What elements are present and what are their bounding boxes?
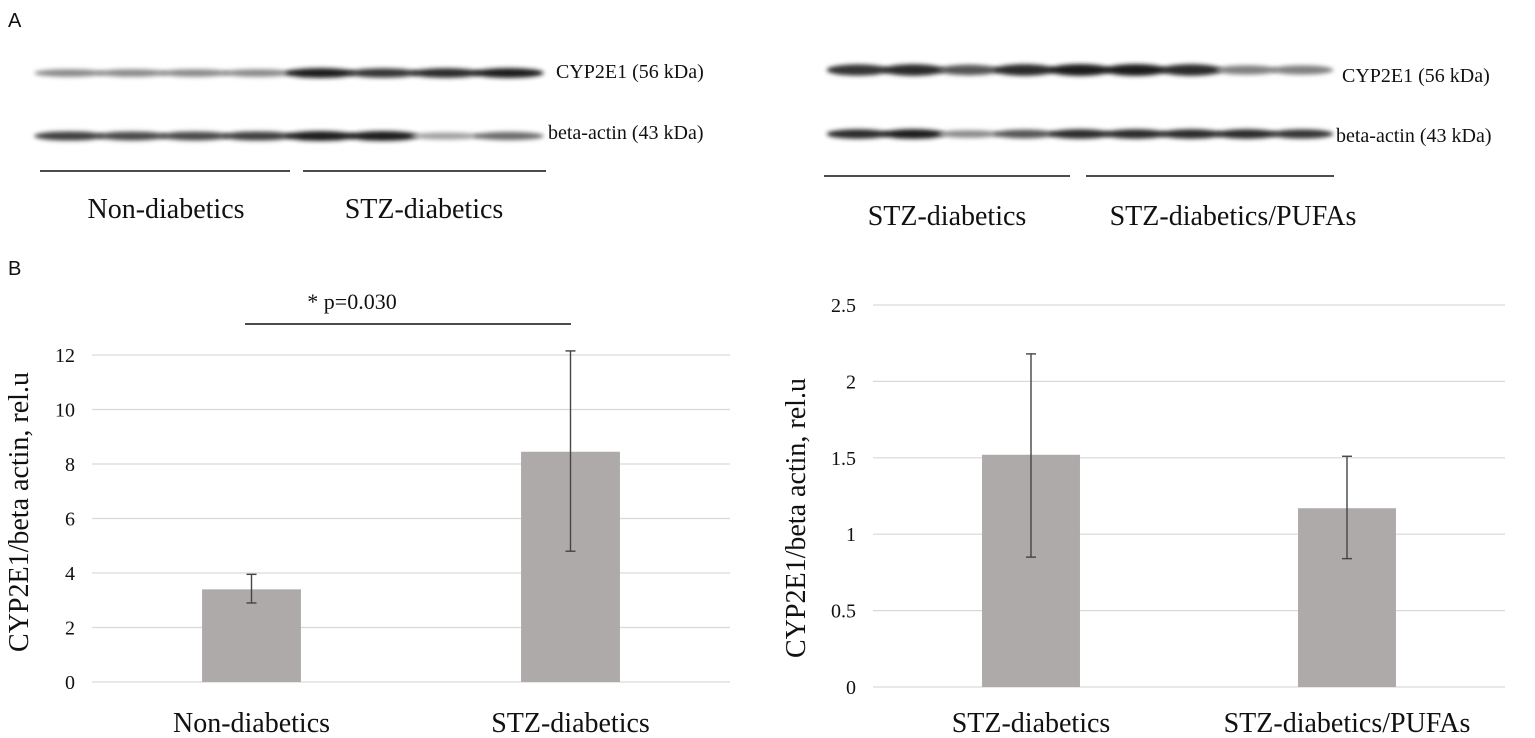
bar-chart-right: CYP2E1/beta actin, rel.u 0 0.5 1 1.5 2 2.5 STZ… xyxy=(781,295,1505,738)
blot-right-cyp2e1-band-8 xyxy=(1215,65,1278,75)
blot-right-cyp2e1-label: CYP2E1 (56 kDa) xyxy=(1342,65,1490,87)
chart2-y-tick-label: 0 xyxy=(846,677,856,699)
blot-right-cyp2e1-band-2 xyxy=(882,64,945,76)
chart2-category-label-1: STZ-diabetics xyxy=(952,708,1111,738)
blot-right-actin-band-6 xyxy=(1104,129,1167,139)
blot-right-actin-band-1 xyxy=(826,129,889,139)
chart2-y-tick-label: 1 xyxy=(846,524,856,546)
blot-left-cyp2e1-band-1 xyxy=(34,69,105,77)
blot-right-actin-band-2 xyxy=(882,129,945,139)
blot-left-actin-band-8 xyxy=(473,131,544,141)
chart1-y-tick-label: 12 xyxy=(55,345,75,367)
blot-right-cyp2e1-band-4 xyxy=(993,64,1056,76)
blot-left-actin-band-5 xyxy=(285,131,356,141)
chart1-category-label-2: STZ-diabetics xyxy=(491,708,650,738)
blot-right-actin-band-4 xyxy=(993,129,1056,139)
western-blot-left: CYP2E1 (56 kDa) beta-actin (43 kDa) Non-… xyxy=(34,61,704,225)
blot-left-cyp2e1-band-2 xyxy=(96,69,168,77)
chart1-y-axis-label: CYP2E1/beta actin, rel.u xyxy=(4,372,35,652)
chart1-y-tick-label: 4 xyxy=(65,563,75,585)
blot-right-actin-band-8 xyxy=(1215,129,1278,139)
blot-left-cyp2e1-label: CYP2E1 (56 kDa) xyxy=(556,61,704,83)
blot-left-actin-band-6 xyxy=(347,131,419,141)
blot-left-actin-band-4 xyxy=(222,131,293,141)
blot-left-cyp2e1-band-4 xyxy=(222,69,293,77)
blot-left-actin-band-2 xyxy=(96,131,168,141)
blot-right-actin-bands xyxy=(826,129,1334,139)
blot-right-cyp2e1-band-5 xyxy=(1048,64,1112,76)
chart1-error-bar-1 xyxy=(246,573,257,604)
chart1-category-label-1: Non-diabetics xyxy=(173,708,330,738)
chart1-y-tick-label: 8 xyxy=(65,454,75,476)
chart1-y-tick-label: 6 xyxy=(65,509,75,531)
blot-left-cyp2e1-band-7 xyxy=(410,68,482,78)
panel-b-label: B xyxy=(8,258,21,280)
blot-left-group1-label: Non-diabetics xyxy=(87,194,244,225)
chart2-error-bar-2 xyxy=(1342,455,1352,560)
blot-left-cyp2e1-band-3 xyxy=(159,69,231,77)
blot-left-cyp2e1-band-6 xyxy=(347,68,419,78)
blot-right-group2-label: STZ-diabetics/PUFAs xyxy=(1110,201,1357,232)
chart1-bar-1 xyxy=(202,589,301,682)
chart1-y-tick-label: 2 xyxy=(65,618,75,640)
blot-left-cyp2e1-band-8 xyxy=(473,68,544,78)
blot-right-cyp2e1-band-7 xyxy=(1160,64,1223,76)
blot-right-actin-band-5 xyxy=(1048,129,1112,139)
blot-left-actin-band-1 xyxy=(34,131,105,141)
blot-right-actin-band-3 xyxy=(937,130,1001,138)
blot-right-cyp2e1-bands xyxy=(826,64,1334,76)
blot-left-actin-band-7 xyxy=(410,132,482,140)
chart2-y-tick-label: 1.5 xyxy=(831,448,856,470)
blot-left-cyp2e1-bands xyxy=(34,68,544,78)
chart2-category-label-2: STZ-diabetics/PUFAs xyxy=(1224,708,1471,738)
panel-a-label: A xyxy=(8,10,22,32)
blot-left-group2-label: STZ-diabetics xyxy=(345,194,504,225)
blot-left-actin-band-3 xyxy=(159,131,231,141)
significance-label: * p=0.030 xyxy=(307,289,396,314)
chart1-y-tick-label: 10 xyxy=(55,400,75,422)
blot-right-group1-label: STZ-diabetics xyxy=(868,201,1027,232)
blot-right-cyp2e1-band-3 xyxy=(937,64,1001,76)
chart1-error-bar-2 xyxy=(565,350,576,552)
blot-right-cyp2e1-band-6 xyxy=(1104,64,1167,76)
blot-right-cyp2e1-band-1 xyxy=(826,64,889,76)
chart2-error-bar-1 xyxy=(1026,353,1036,558)
chart2-y-tick-label: 2.5 xyxy=(831,295,856,317)
blot-left-cyp2e1-band-5 xyxy=(285,68,356,78)
blot-right-cyp2e1-band-9 xyxy=(1271,65,1334,75)
blot-left-actin-label: beta-actin (43 kDa) xyxy=(548,122,703,144)
chart2-y-tick-label: 0.5 xyxy=(831,601,856,623)
blot-right-actin-band-9 xyxy=(1271,129,1334,139)
blot-left-actin-bands xyxy=(34,131,544,141)
blot-right-actin-band-7 xyxy=(1160,129,1223,139)
chart2-y-tick-label: 2 xyxy=(846,371,856,393)
chart1-y-tick-label: 0 xyxy=(65,672,75,694)
bar-chart-left: * p=0.030 CYP2E1/beta actin, rel.u 0 2 4 6 8… xyxy=(4,289,730,738)
chart2-y-axis-label: CYP2E1/beta actin, rel.u xyxy=(781,378,812,658)
western-blot-right: CYP2E1 (56 kDa) beta-actin (43 kDa) STZ-… xyxy=(824,64,1491,232)
blot-right-actin-label: beta-actin (43 kDa) xyxy=(1336,125,1491,147)
